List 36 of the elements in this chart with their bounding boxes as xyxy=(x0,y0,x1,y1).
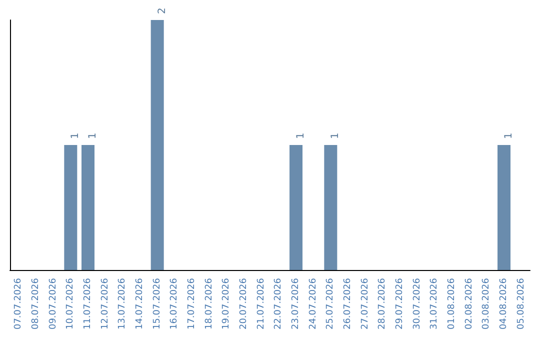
x-tick-label: 24.07.2026 xyxy=(308,278,318,330)
data-label: 1 xyxy=(296,132,306,139)
data-label: 2 xyxy=(156,8,168,14)
x-tick-label: 21.07.2026 xyxy=(256,278,266,330)
x-tick-label: 23.07.2026 xyxy=(291,278,301,330)
x-tick-label: 26.07.2026 xyxy=(343,278,353,330)
x-tick-label: 20.07.2026 xyxy=(239,278,249,330)
data-label: 1 xyxy=(88,132,98,139)
x-tick-label: 03.08.2026 xyxy=(482,278,492,330)
x-tick-label: 25.07.2026 xyxy=(326,278,336,330)
x-tick-label: 05.08.2026 xyxy=(516,278,526,330)
x-tick-label: 02.08.2026 xyxy=(464,278,474,330)
x-tick-label: 31.07.2026 xyxy=(430,278,440,330)
data-label: 1 xyxy=(504,132,514,139)
x-tick-label: 29.07.2026 xyxy=(395,278,405,330)
x-tick-label: 09.07.2026 xyxy=(48,278,58,330)
x-tick-label: 19.07.2026 xyxy=(222,278,232,330)
x-tick-label: 22.07.2026 xyxy=(274,278,284,330)
x-tick-label: 10.07.2026 xyxy=(66,278,76,330)
data-label: 1 xyxy=(330,132,342,139)
x-tick-label: 30.07.2026 xyxy=(412,278,422,330)
x-tick-label: 27.07.2026 xyxy=(360,278,370,330)
x-tick-label: 18.07.2026 xyxy=(204,278,214,330)
x-tick-label: 07.07.2026 xyxy=(14,278,24,330)
x-tick-label: 12.07.2026 xyxy=(100,278,110,330)
x-tick-label: 01.08.2026 xyxy=(447,278,457,330)
x-tick-label: 15.07.2026 xyxy=(152,278,162,330)
x-tick-label: 04.08.2026 xyxy=(499,278,509,330)
x-tick-label: 11.07.2026 xyxy=(83,278,93,330)
x-tick-label: 28.07.2026 xyxy=(378,278,388,330)
data-label: 1 xyxy=(70,132,82,139)
x-tick-label: 08.07.2026 xyxy=(31,278,41,330)
x-tick-label: 14.07.2026 xyxy=(135,278,145,330)
x-tick-label: 16.07.2026 xyxy=(170,278,180,330)
x-tick-label: 17.07.2026 xyxy=(187,278,197,330)
x-tick-label: 13.07.2026 xyxy=(118,278,128,330)
